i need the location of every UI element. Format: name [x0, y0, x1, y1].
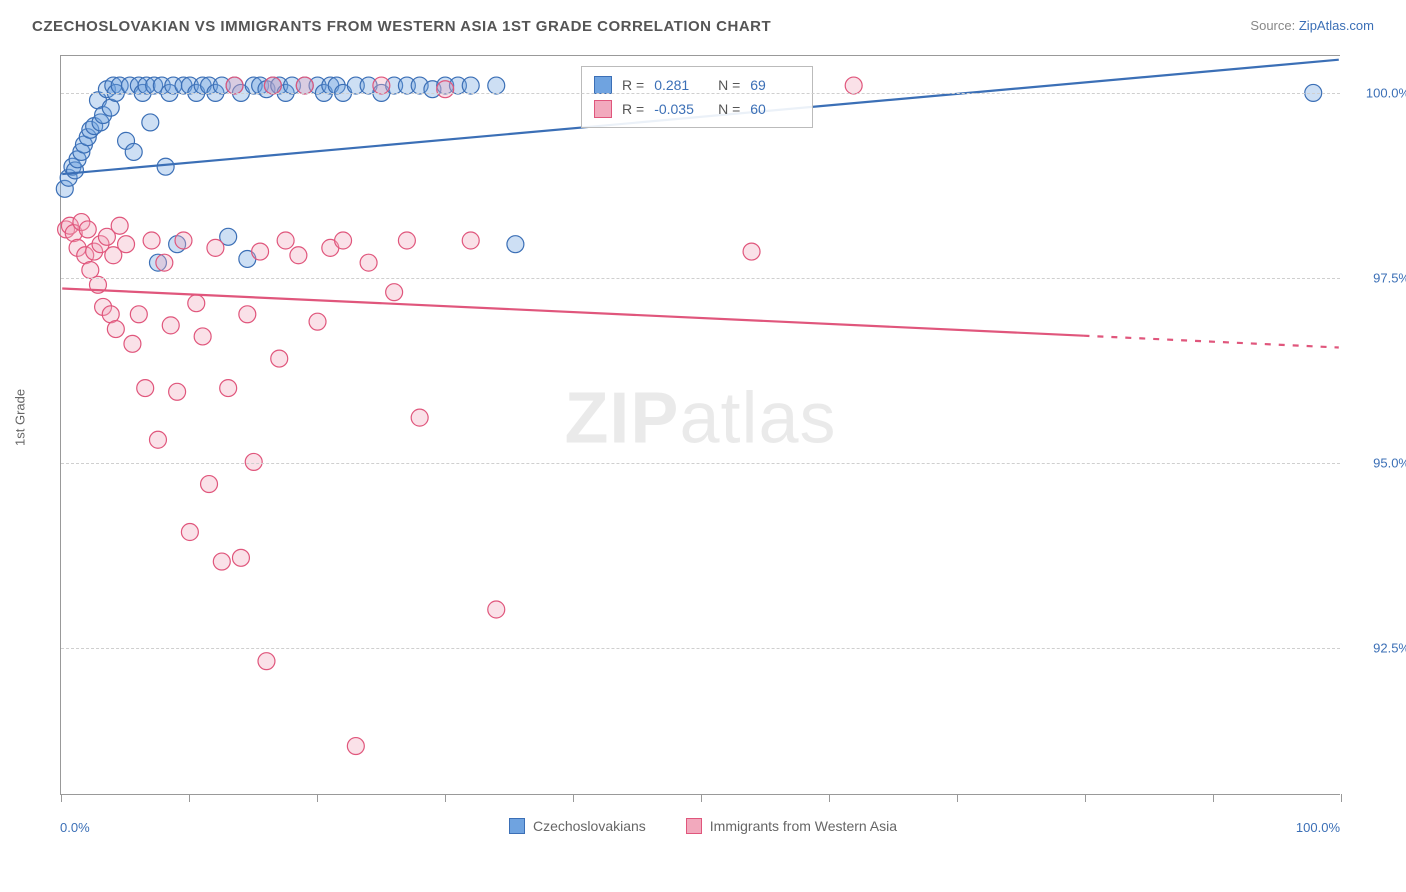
x-tick	[1085, 794, 1086, 802]
legend-label: Immigrants from Western Asia	[710, 818, 897, 834]
scatter-point	[398, 232, 415, 249]
scatter-point	[213, 553, 230, 570]
scatter-point	[258, 653, 275, 670]
scatter-point	[220, 380, 237, 397]
trend-line-extrapolated	[1083, 336, 1338, 348]
gridline	[61, 463, 1340, 464]
scatter-point	[411, 409, 428, 426]
gridline	[61, 278, 1340, 279]
series-swatch	[594, 100, 612, 118]
series-swatch	[686, 818, 702, 834]
stat-n-label: N =	[714, 97, 740, 121]
gridline	[61, 93, 1340, 94]
scatter-point	[130, 306, 147, 323]
scatter-point	[169, 383, 186, 400]
series-swatch	[509, 818, 525, 834]
scatter-point	[264, 77, 281, 94]
scatter-point	[142, 114, 159, 131]
x-tick	[701, 794, 702, 802]
legend-label: Czechoslovakians	[533, 818, 646, 834]
correlation-stat-box: R =0.281 N =69R =-0.035 N =60	[581, 66, 813, 128]
x-tick	[61, 794, 62, 802]
legend-item: Czechoslovakians	[509, 818, 646, 834]
scatter-point	[207, 239, 224, 256]
scatter-point	[386, 284, 403, 301]
chart-title: CZECHOSLOVAKIAN VS IMMIGRANTS FROM WESTE…	[32, 18, 771, 35]
x-tick	[1213, 794, 1214, 802]
x-tick	[1341, 794, 1342, 802]
y-axis-title: 1st Grade	[13, 389, 28, 446]
scatter-point	[239, 306, 256, 323]
scatter-point	[462, 232, 479, 249]
scatter-point	[143, 232, 160, 249]
chart-container: CZECHOSLOVAKIAN VS IMMIGRANTS FROM WESTE…	[0, 0, 1406, 892]
y-tick-label: 95.0%	[1373, 456, 1406, 471]
x-tick	[317, 794, 318, 802]
scatter-point	[296, 77, 313, 94]
scatter-point	[743, 243, 760, 260]
scatter-point	[188, 295, 205, 312]
legend-bottom: Czechoslovakians Immigrants from Western …	[0, 818, 1406, 837]
gridline	[61, 648, 1340, 649]
scatter-point	[335, 232, 352, 249]
scatter-point	[245, 453, 262, 470]
y-tick-label: 92.5%	[1373, 641, 1406, 656]
scatter-point	[194, 328, 211, 345]
scatter-point	[277, 232, 294, 249]
scatter-point	[162, 317, 179, 334]
scatter-point	[488, 77, 505, 94]
scatter-point	[124, 335, 141, 352]
source-link[interactable]: ZipAtlas.com	[1299, 18, 1374, 33]
scatter-point	[226, 77, 243, 94]
stat-row: R = -0.035 N = 60	[594, 97, 800, 121]
scatter-point	[175, 232, 192, 249]
plot-area: ZIPatlas R =0.281 N =69R =-0.035 N =60 9…	[60, 55, 1340, 795]
scatter-point	[137, 380, 154, 397]
series-swatch	[594, 76, 612, 94]
scatter-point	[181, 524, 198, 541]
x-tick	[829, 794, 830, 802]
scatter-point	[290, 247, 307, 264]
scatter-point	[360, 254, 377, 271]
x-tick	[445, 794, 446, 802]
x-tick	[189, 794, 190, 802]
scatter-point	[201, 476, 218, 493]
scatter-point	[118, 236, 135, 253]
legend-item: Immigrants from Western Asia	[686, 818, 897, 834]
scatter-point	[462, 77, 479, 94]
stat-r-label: R =	[622, 97, 644, 121]
scatter-point	[507, 236, 524, 253]
scatter-point	[437, 81, 454, 98]
scatter-point	[125, 143, 142, 160]
scatter-point	[79, 221, 96, 238]
scatter-point	[157, 158, 174, 175]
y-tick-label: 97.5%	[1373, 271, 1406, 286]
scatter-point	[271, 350, 288, 367]
stat-n-value: 60	[750, 97, 800, 121]
scatter-point	[252, 243, 269, 260]
y-tick-label: 100.0%	[1366, 86, 1406, 101]
x-tick	[957, 794, 958, 802]
trend-line	[62, 288, 1083, 335]
scatter-point	[232, 549, 249, 566]
scatter-point	[488, 601, 505, 618]
scatter-point	[347, 738, 364, 755]
scatter-point	[107, 321, 124, 338]
scatter-point	[309, 313, 326, 330]
scatter-point	[845, 77, 862, 94]
plot-svg	[61, 56, 1340, 794]
source-label-wrap: Source: ZipAtlas.com	[1250, 18, 1374, 33]
stat-r-value: -0.035	[654, 97, 704, 121]
scatter-point	[149, 431, 166, 448]
x-tick	[573, 794, 574, 802]
scatter-point	[373, 77, 390, 94]
header: CZECHOSLOVAKIAN VS IMMIGRANTS FROM WESTE…	[32, 18, 1374, 48]
source-label: Source:	[1250, 18, 1295, 33]
scatter-point	[156, 254, 173, 271]
scatter-point	[111, 217, 128, 234]
